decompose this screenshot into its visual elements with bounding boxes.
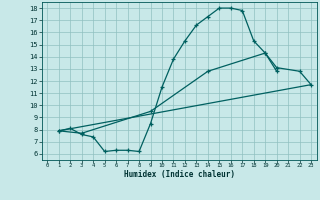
X-axis label: Humidex (Indice chaleur): Humidex (Indice chaleur) [124, 170, 235, 179]
